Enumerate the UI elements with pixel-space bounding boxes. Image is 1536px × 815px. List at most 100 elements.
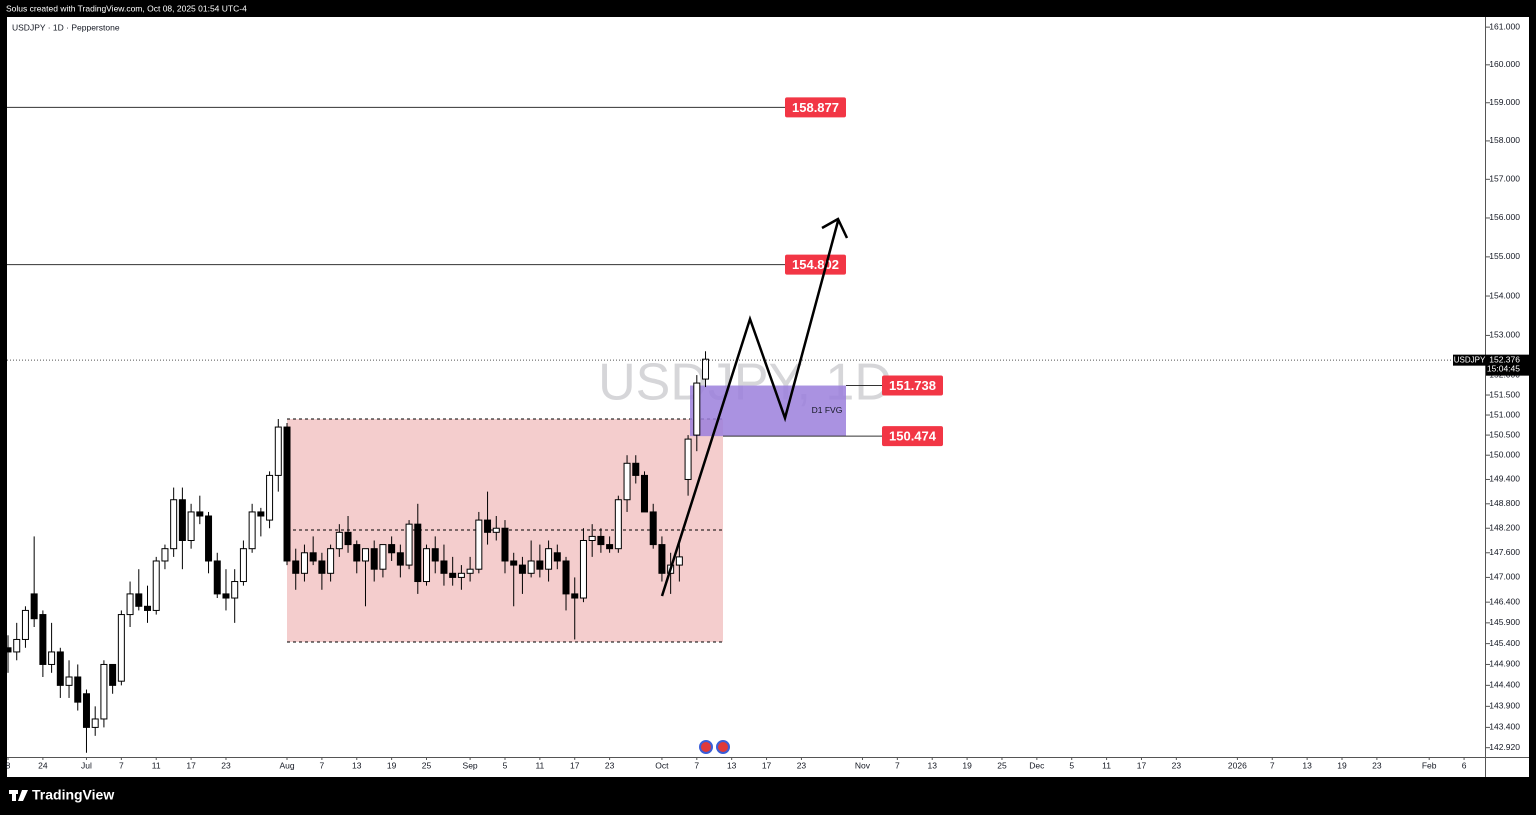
x-tick-label: 7: [320, 760, 325, 770]
x-tick-label: 23: [797, 760, 807, 770]
down-candle: [353, 544, 361, 562]
up-candle: [457, 572, 465, 578]
x-tick-label: Nov: [855, 760, 871, 770]
up-candle: [623, 462, 631, 501]
y-tick-label: 160.000: [1489, 59, 1520, 69]
level-label: 154.802: [792, 257, 839, 272]
down-candle: [518, 564, 526, 574]
x-tick-label: 11: [535, 760, 544, 770]
x-tick-label: 17: [762, 760, 772, 770]
y-tick-label: 161.000: [1489, 21, 1520, 31]
down-candle: [414, 523, 422, 583]
up-candle: [466, 568, 474, 574]
down-candle: [144, 605, 152, 611]
y-tick-label: 150.500: [1489, 429, 1520, 439]
down-candle: [449, 572, 457, 578]
down-candle: [257, 511, 265, 517]
symbol-tag: USDJPY: [1454, 355, 1486, 364]
down-candle: [510, 560, 518, 566]
x-tick-label: 13: [727, 760, 737, 770]
x-tick-label: Oct: [655, 760, 669, 770]
up-candle: [614, 499, 622, 550]
up-candle: [545, 548, 553, 570]
up-candle: [21, 609, 29, 640]
x-tick-label: 25: [422, 760, 432, 770]
down-candle: [178, 499, 186, 541]
up-candle: [170, 499, 178, 550]
x-tick-label: 5: [503, 760, 508, 770]
down-candle: [344, 531, 352, 546]
y-tick-label: 144.900: [1489, 659, 1520, 669]
y-tick-label: 143.400: [1489, 722, 1520, 732]
x-tick-label: 7: [694, 760, 699, 770]
up-candle: [231, 581, 239, 599]
down-candle: [484, 519, 492, 533]
down-candle: [222, 593, 230, 599]
y-tick-label: 145.900: [1489, 617, 1520, 627]
up-candle: [126, 593, 134, 616]
projection-arrow: [660, 217, 849, 597]
x-tick-label: 25: [997, 760, 1007, 770]
x-tick-label: 11: [1102, 760, 1111, 770]
down-candle: [213, 560, 221, 595]
x-tick-label: 23: [1172, 760, 1182, 770]
up-candle: [405, 523, 413, 566]
x-tick-label: 19: [387, 760, 397, 770]
y-tick-label: 148.200: [1489, 522, 1520, 532]
up-candle: [379, 544, 387, 570]
symbol-tag-bg: [1453, 354, 1486, 366]
y-tick-label: 150.000: [1489, 449, 1520, 459]
down-candle: [658, 544, 666, 574]
down-candle: [640, 474, 648, 513]
level-label: 150.474: [889, 429, 937, 444]
down-candle: [440, 560, 448, 574]
y-tick-label: 149.400: [1489, 474, 1520, 484]
down-candle: [56, 651, 64, 686]
down-candle: [205, 515, 213, 562]
level-tag: [785, 97, 846, 118]
x-tick-label: 6: [1462, 760, 1467, 770]
brand: TradingView: [32, 787, 114, 803]
x-tick-label: Jul: [81, 760, 92, 770]
y-tick-label: 144.400: [1489, 680, 1520, 690]
level-tag: [785, 254, 846, 275]
up-candle: [91, 718, 99, 728]
top-bar: [0, 0, 1536, 17]
x-tick-label: 13: [1302, 760, 1312, 770]
x-tick-label: 7: [895, 760, 900, 770]
down-candle: [536, 560, 544, 570]
x-tick-label: Aug: [279, 760, 294, 770]
x-tick-label: 13: [927, 760, 937, 770]
y-tick-label: 147.600: [1489, 547, 1520, 557]
up-candle: [693, 382, 701, 436]
y-tick-label: 151.000: [1489, 409, 1520, 419]
up-candle: [527, 560, 535, 574]
x-tick-label: Dec: [1029, 760, 1045, 770]
up-candle: [327, 548, 335, 574]
x-tick-label: 23: [605, 760, 615, 770]
up-candle: [300, 552, 308, 574]
up-candle: [361, 548, 369, 562]
up-candle: [187, 511, 195, 541]
up-candle: [266, 474, 274, 521]
y-tick-label: 156.000: [1489, 212, 1520, 222]
down-candle: [370, 548, 378, 570]
up-candle: [152, 560, 160, 611]
down-candle: [553, 552, 561, 562]
level-label: 151.738: [889, 378, 936, 393]
y-tick-label: 145.400: [1489, 638, 1520, 648]
down-candle: [74, 676, 82, 703]
x-tick-label: 17: [1137, 760, 1147, 770]
y-tick-label: 159.000: [1489, 97, 1520, 107]
up-candle: [65, 676, 73, 686]
y-tick-label: 146.400: [1489, 596, 1520, 606]
up-candle: [117, 614, 125, 682]
x-tick-label: 17: [186, 760, 196, 770]
up-candle: [335, 531, 343, 550]
x-tick-label: 11: [152, 760, 161, 770]
level-tag: [882, 426, 943, 447]
down-candle: [388, 544, 396, 554]
right-border: [1529, 17, 1536, 777]
y-tick-label: 147.000: [1489, 572, 1520, 582]
